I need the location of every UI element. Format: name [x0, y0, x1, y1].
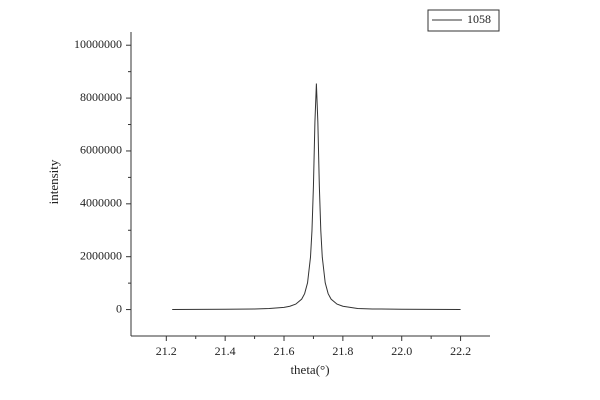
data-line	[172, 83, 461, 310]
x-tick-label: 21.4	[215, 344, 236, 358]
y-tick-label: 8000000	[80, 90, 122, 104]
x-tick-label: 21.8	[332, 344, 353, 358]
y-tick-label: 4000000	[80, 196, 122, 210]
x-tick-label: 21.6	[274, 344, 295, 358]
y-axis-label: intensity	[46, 159, 61, 204]
legend-box	[427, 9, 500, 32]
x-tick-label: 22.2	[450, 344, 471, 358]
legend-label: 1058	[467, 12, 491, 26]
y-tick-label: 0	[116, 301, 122, 315]
y-tick-label: 6000000	[80, 143, 122, 157]
x-tick-label: 21.2	[156, 344, 177, 358]
y-tick-label: 2000000	[80, 248, 122, 262]
y-tick-label: 10000000	[74, 37, 122, 51]
x-tick-label: 22.0	[391, 344, 412, 358]
x-axis-label: theta(°)	[290, 362, 329, 377]
